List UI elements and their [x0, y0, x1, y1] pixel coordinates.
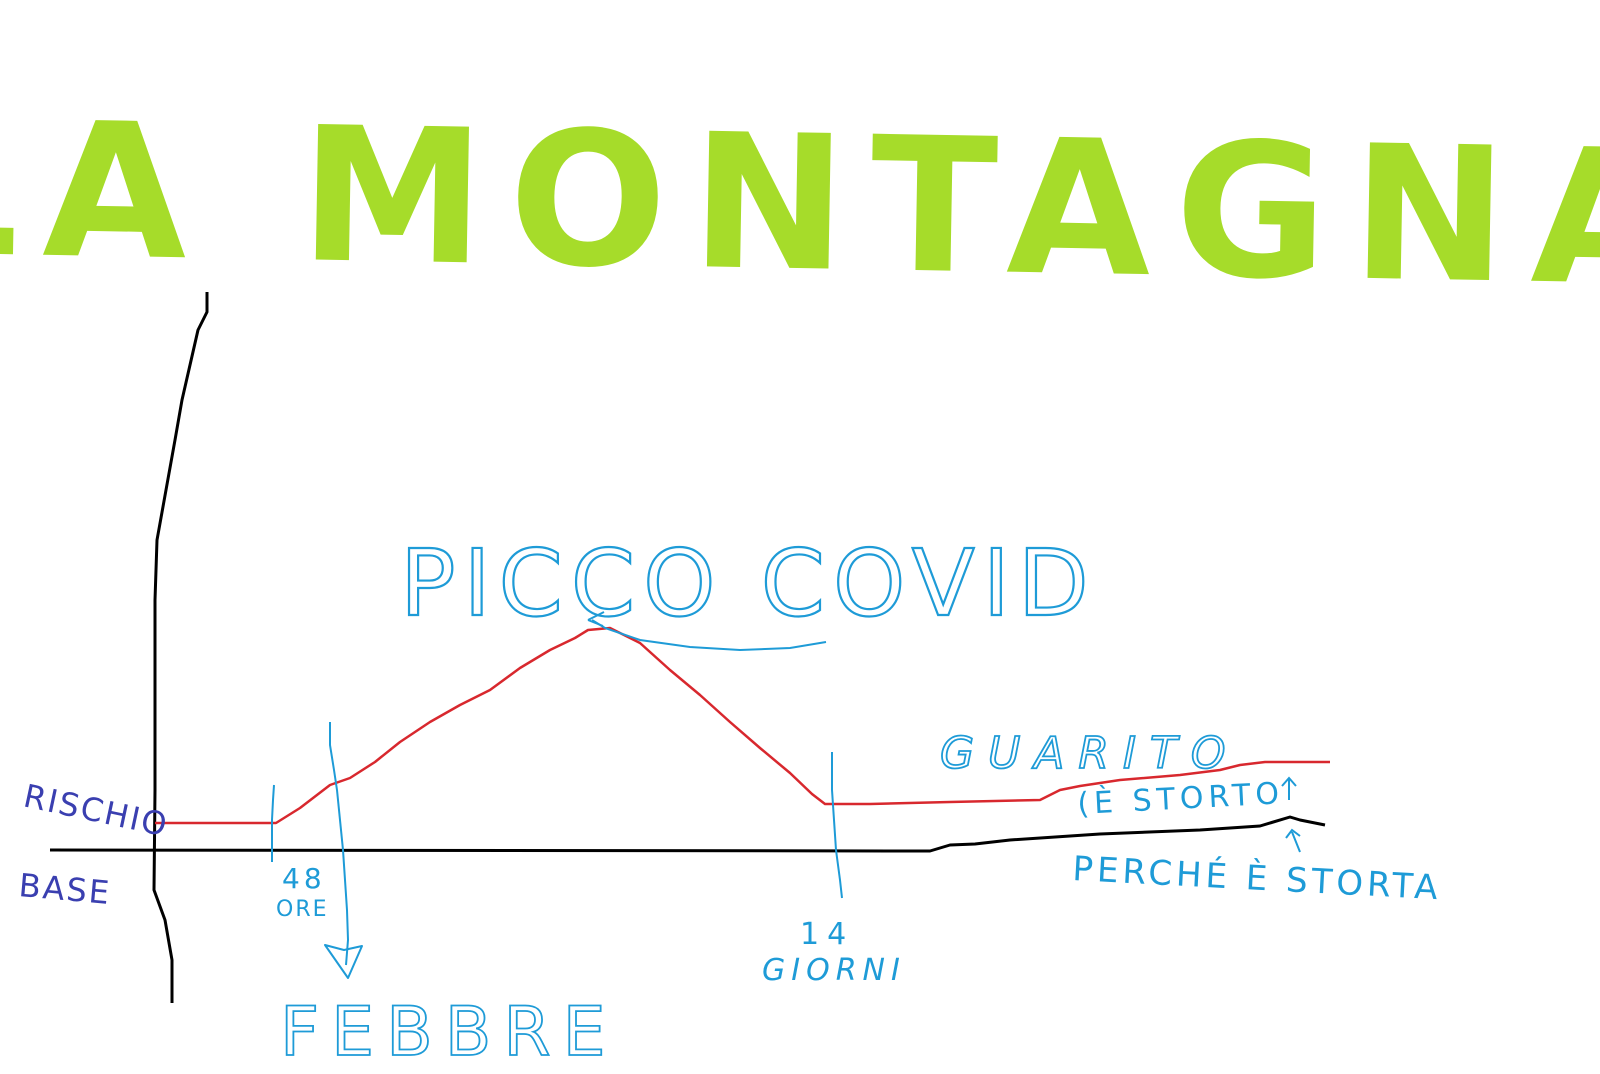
x-axis	[49, 815, 1326, 853]
symptom-curve	[155, 626, 1330, 825]
baseline-base-label: BASE	[17, 866, 112, 912]
page-title: LA MONTAGNA	[0, 79, 1600, 327]
fever-arrow-line	[329, 722, 350, 966]
fever-label: FEBBRE	[280, 993, 618, 1072]
hours-value: 48	[282, 862, 326, 895]
peak-label: PICCO COVID	[400, 530, 1097, 637]
healed-label: GUARITO	[940, 728, 1239, 779]
fever-arrowhead	[324, 944, 363, 979]
crooked-up-arrow	[1281, 776, 1297, 800]
why-crooked-label: PERCHÉ È STORTA	[1072, 848, 1443, 908]
y-axis	[152, 292, 209, 1003]
baseline-risk-label: RISCHIO	[20, 777, 172, 845]
hours-unit: ORE	[276, 897, 329, 922]
marker-14d	[831, 752, 843, 899]
peak-pointer-head	[587, 611, 605, 627]
marker-48h	[271, 784, 275, 862]
days-value: 14	[800, 917, 854, 952]
peak-pointer	[591, 619, 827, 652]
crooked-bump-arrow	[1285, 828, 1301, 853]
days-unit: GIORNI	[762, 953, 906, 988]
